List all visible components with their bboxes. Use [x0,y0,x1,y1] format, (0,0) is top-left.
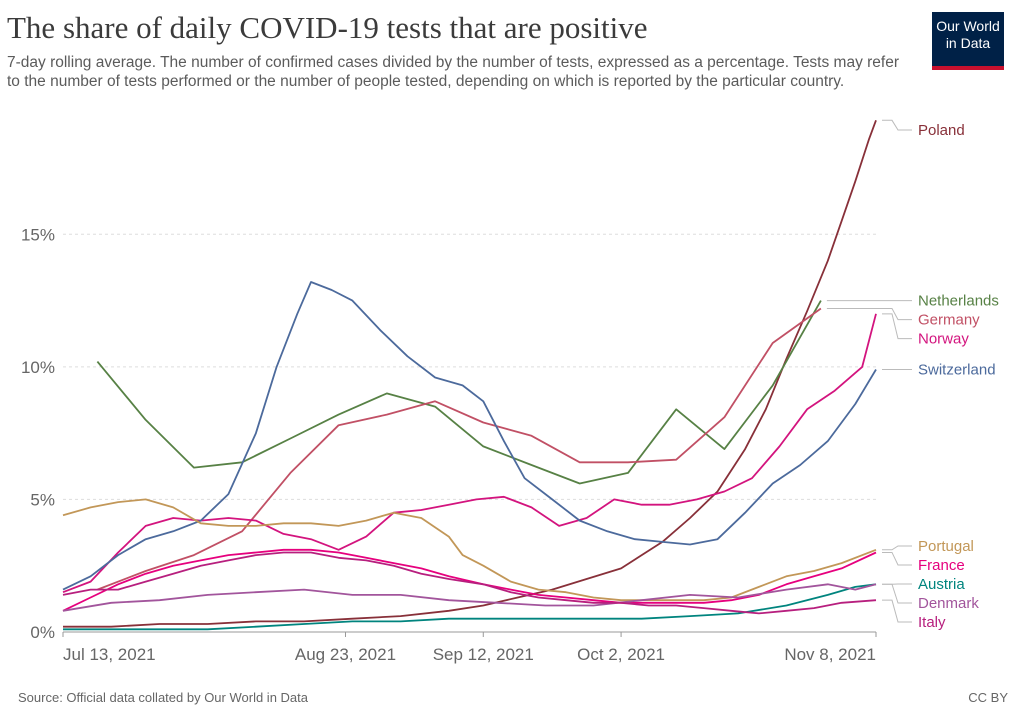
x-tick-label: Sep 12, 2021 [433,645,534,664]
series-label-portugal[interactable]: Portugal [918,538,974,555]
y-tick-label: 10% [21,358,55,377]
series-lines[interactable] [62,119,877,631]
x-tick-label: Jul 13, 2021 [63,645,156,664]
y-tick-label: 0% [30,623,55,642]
series-label-austria[interactable]: Austria [918,576,965,593]
logo-line-2: in Data [945,35,991,51]
series-line-poland[interactable] [63,119,877,628]
series-label-denmark[interactable]: Denmark [918,595,979,612]
x-axis: Jul 13, 2021 Aug 23, 2021 Sep 12, 2021 Oct … [62,631,877,664]
x-tick-label: Aug 23, 2021 [295,645,396,664]
label-connector [826,308,912,321]
series-label-germany[interactable]: Germany [918,312,980,329]
label-connector [882,119,912,131]
series-line-germany[interactable] [97,307,822,591]
series-label-netherlands[interactable]: Netherlands [918,293,999,310]
x-tick-label: Oct 2, 2021 [577,645,665,664]
series-label-norway[interactable]: Norway [918,331,969,348]
chart-title: The share of daily COVID-19 tests that a… [7,10,648,45]
y-tick-label: 5% [30,490,55,509]
series-line-switzerland[interactable] [62,281,877,591]
y-axis: 0% 5% 10% 15% [21,225,55,642]
x-tick-label: Nov 8, 2021 [784,645,876,664]
label-connector [882,545,912,551]
series-line-italy[interactable] [62,551,877,615]
series-label-poland[interactable]: Poland [918,122,965,139]
series-line-denmark[interactable] [62,583,877,612]
series-line-france[interactable] [62,548,877,612]
series-label-france[interactable]: France [918,557,965,574]
source-note: Source: Official data collated by Our Wo… [18,690,308,705]
label-connector [882,583,912,604]
license-link[interactable]: CC BY [968,690,1008,705]
series-line-netherlands[interactable] [96,300,822,485]
label-connector [882,599,912,623]
y-tick-label: 15% [21,225,55,244]
series-label-italy[interactable]: Italy [918,614,946,631]
owid-logo[interactable]: Our World in Data [932,12,1004,70]
label-connector [882,313,912,340]
chart-subtitle: 7-day rolling average. The number of con… [7,54,900,90]
series-line-austria[interactable] [63,583,877,631]
series-line-portugal[interactable] [62,498,877,602]
series-labels[interactable]: Poland Netherlands Germany Norway Switzerlan… [826,119,999,631]
series-label-switzerland[interactable]: Switzerland [918,362,996,379]
logo-line-1: Our World [936,18,1000,34]
label-connector [882,551,912,566]
series-line-norway[interactable] [62,313,877,594]
